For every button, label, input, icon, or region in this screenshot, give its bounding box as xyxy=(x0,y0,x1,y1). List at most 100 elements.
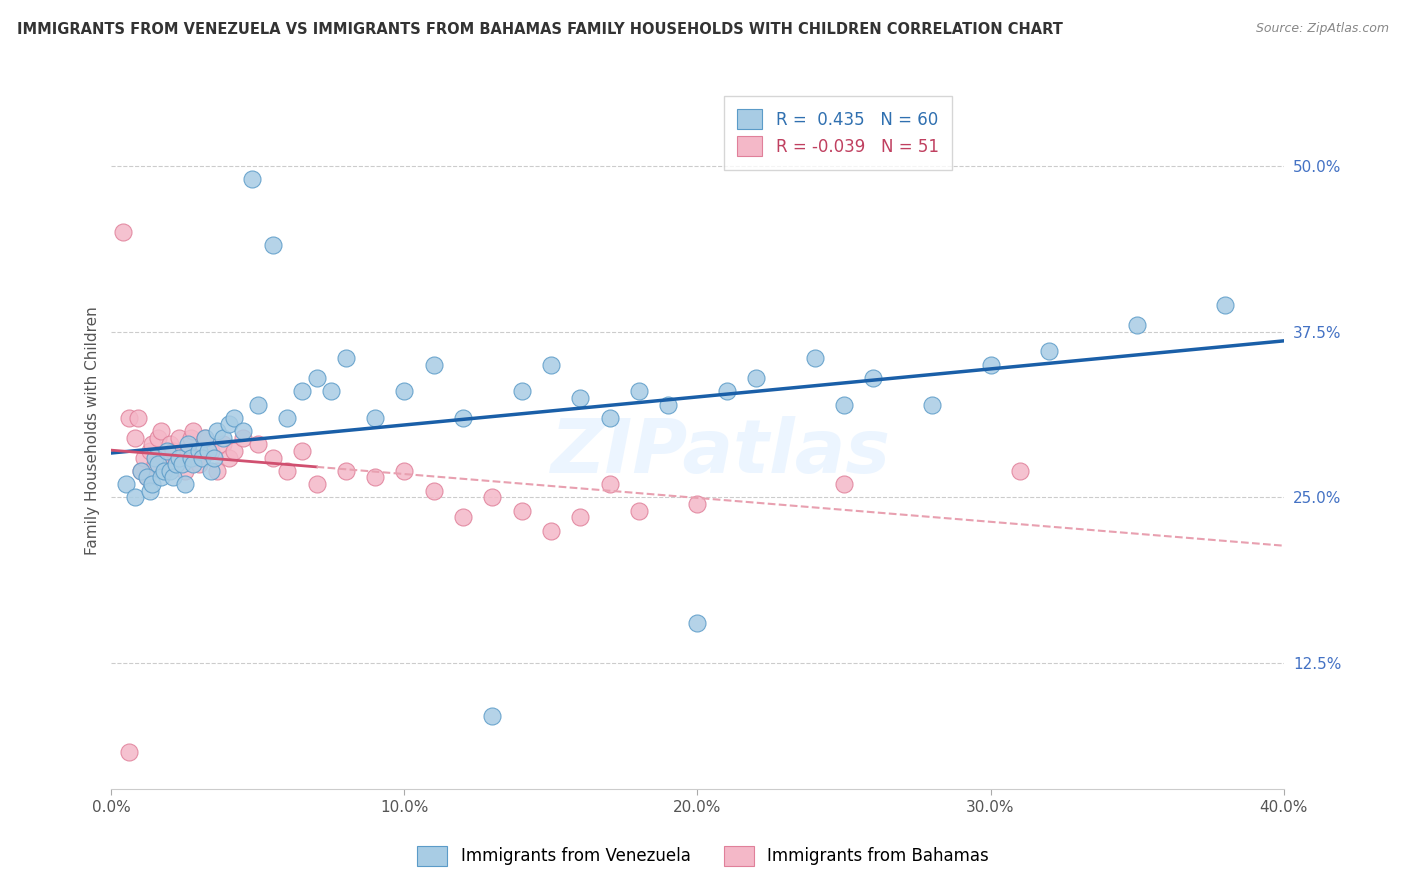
Point xyxy=(745,371,768,385)
Point xyxy=(194,431,217,445)
Point xyxy=(186,450,208,465)
Point xyxy=(627,503,650,517)
Point xyxy=(138,483,160,498)
Point xyxy=(173,464,195,478)
Point xyxy=(832,398,855,412)
Point xyxy=(176,437,198,451)
Legend: R =  0.435   N = 60, R = -0.039   N = 51: R = 0.435 N = 60, R = -0.039 N = 51 xyxy=(724,95,952,169)
Point xyxy=(599,477,621,491)
Point xyxy=(180,450,202,465)
Point xyxy=(138,444,160,458)
Point xyxy=(1008,464,1031,478)
Point xyxy=(150,424,173,438)
Point xyxy=(150,470,173,484)
Point xyxy=(145,457,167,471)
Point xyxy=(205,424,228,438)
Text: Source: ZipAtlas.com: Source: ZipAtlas.com xyxy=(1256,22,1389,36)
Point xyxy=(540,358,562,372)
Point xyxy=(211,431,233,445)
Point xyxy=(183,457,205,471)
Point xyxy=(1213,298,1236,312)
Point xyxy=(202,450,225,465)
Point xyxy=(165,457,187,471)
Point xyxy=(162,470,184,484)
Point xyxy=(167,450,190,465)
Point xyxy=(262,238,284,252)
Point xyxy=(335,464,357,478)
Point xyxy=(135,470,157,484)
Point xyxy=(224,444,246,458)
Point xyxy=(194,431,217,445)
Point xyxy=(803,351,825,365)
Point xyxy=(132,450,155,465)
Point xyxy=(686,497,709,511)
Text: IMMIGRANTS FROM VENEZUELA VS IMMIGRANTS FROM BAHAMAS FAMILY HOUSEHOLDS WITH CHIL: IMMIGRANTS FROM VENEZUELA VS IMMIGRANTS … xyxy=(17,22,1063,37)
Point xyxy=(118,745,141,759)
Point xyxy=(218,450,240,465)
Point xyxy=(170,450,193,465)
Point xyxy=(188,444,211,458)
Y-axis label: Family Households with Children: Family Households with Children xyxy=(86,307,100,556)
Point xyxy=(159,464,181,478)
Point xyxy=(364,410,387,425)
Point xyxy=(115,477,138,491)
Point xyxy=(197,444,219,458)
Point xyxy=(921,398,943,412)
Point xyxy=(124,491,146,505)
Point xyxy=(1126,318,1149,332)
Point xyxy=(657,398,679,412)
Point xyxy=(394,464,416,478)
Point xyxy=(145,450,167,465)
Point xyxy=(335,351,357,365)
Point xyxy=(141,437,163,451)
Legend: Immigrants from Venezuela, Immigrants from Bahamas: Immigrants from Venezuela, Immigrants fr… xyxy=(404,832,1002,880)
Point xyxy=(224,410,246,425)
Point xyxy=(510,384,533,399)
Point xyxy=(162,444,184,458)
Point xyxy=(156,457,179,471)
Point xyxy=(200,444,222,458)
Point xyxy=(481,709,503,723)
Point xyxy=(481,491,503,505)
Point xyxy=(118,410,141,425)
Point xyxy=(218,417,240,432)
Point xyxy=(1038,344,1060,359)
Point xyxy=(148,431,170,445)
Point xyxy=(862,371,884,385)
Point xyxy=(148,457,170,471)
Point xyxy=(129,464,152,478)
Point xyxy=(129,464,152,478)
Point xyxy=(305,477,328,491)
Point xyxy=(276,410,298,425)
Point xyxy=(276,464,298,478)
Point xyxy=(153,450,176,465)
Point xyxy=(305,371,328,385)
Point xyxy=(321,384,343,399)
Point xyxy=(540,524,562,538)
Point xyxy=(173,477,195,491)
Point xyxy=(569,391,592,405)
Point xyxy=(240,172,263,186)
Point xyxy=(246,437,269,451)
Point xyxy=(153,464,176,478)
Point xyxy=(569,510,592,524)
Point xyxy=(232,424,254,438)
Point xyxy=(188,457,211,471)
Point xyxy=(246,398,269,412)
Point xyxy=(135,470,157,484)
Point xyxy=(291,444,314,458)
Point xyxy=(124,431,146,445)
Point xyxy=(170,457,193,471)
Point xyxy=(165,457,187,471)
Point xyxy=(423,483,446,498)
Point xyxy=(686,616,709,631)
Point xyxy=(262,450,284,465)
Point xyxy=(211,437,233,451)
Point xyxy=(156,444,179,458)
Point xyxy=(423,358,446,372)
Point xyxy=(183,424,205,438)
Point xyxy=(159,437,181,451)
Point xyxy=(451,410,474,425)
Point xyxy=(599,410,621,425)
Point xyxy=(980,358,1002,372)
